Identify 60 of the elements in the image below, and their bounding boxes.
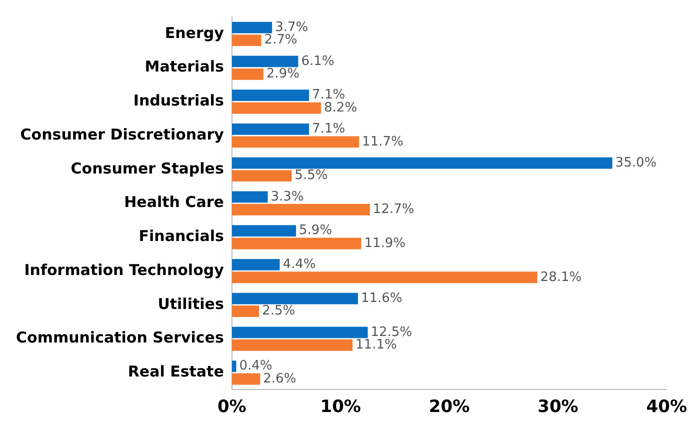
y-tick-label: Consumer Staples (70, 159, 224, 178)
y-tick-label: Industrials (133, 92, 224, 110)
bar (232, 90, 310, 102)
y-tick-label: Information Technology (24, 260, 224, 279)
bar (232, 339, 353, 351)
data-label: 6.1% (301, 54, 334, 69)
bar (232, 157, 612, 169)
data-label: 12.7% (372, 202, 414, 218)
data-label: 2.7% (264, 32, 298, 48)
bar (232, 238, 362, 250)
bar (232, 56, 298, 68)
bar (232, 373, 260, 385)
bar (232, 102, 322, 114)
data-label: 11.9% (364, 236, 406, 251)
bar (232, 258, 280, 270)
data-label: 2.5% (262, 304, 296, 319)
bar (232, 123, 310, 135)
data-label: 11.7% (362, 134, 404, 150)
data-label: 5.5% (294, 168, 328, 184)
data-label: 12.5% (370, 324, 412, 340)
bar (232, 136, 360, 148)
y-tick-label: Materials (144, 58, 224, 76)
y-tick-label: Health Care (124, 193, 224, 212)
data-label: 7.1% (312, 122, 346, 137)
y-tick-label: Real Estate (128, 362, 224, 381)
data-label: 0.4% (239, 358, 272, 374)
bar (232, 22, 272, 34)
bar (232, 225, 296, 237)
data-label: 5.9% (299, 223, 332, 238)
bar (232, 306, 260, 317)
y-tick-label: Utilities (158, 294, 224, 313)
data-label: 4.4% (282, 257, 316, 272)
bar (232, 170, 292, 182)
bar (232, 204, 370, 216)
x-tick-label: 30% (538, 397, 578, 418)
data-label: 7.1% (312, 88, 346, 103)
bar (232, 191, 268, 203)
data-label: 2.6% (263, 371, 296, 386)
bar (232, 68, 264, 80)
data-label: 11.6% (360, 290, 402, 306)
data-label: 2.9% (266, 66, 300, 82)
x-tick-label: 0% (217, 397, 246, 418)
data-label: 3.7% (275, 20, 308, 35)
bar (232, 272, 538, 284)
y-tick-label: Financials (138, 227, 224, 246)
data-label: 11.1% (356, 338, 397, 353)
data-label: 28.1% (540, 270, 582, 285)
x-tick-label: 10% (320, 397, 361, 418)
data-label: 8.2% (324, 100, 358, 116)
data-label: 3.3% (270, 189, 304, 204)
x-tick-label: 20% (428, 397, 470, 418)
y-tick-label: Consumer Discretionary (20, 125, 224, 144)
bar (232, 326, 368, 338)
bar (232, 360, 236, 372)
data-label: 35.0% (615, 155, 657, 170)
bar (232, 292, 358, 304)
y-tick-label: Energy (164, 24, 224, 42)
bar (232, 34, 262, 46)
y-tick-label: Communication Services (16, 328, 224, 347)
x-tick-label: 40% (646, 397, 688, 418)
